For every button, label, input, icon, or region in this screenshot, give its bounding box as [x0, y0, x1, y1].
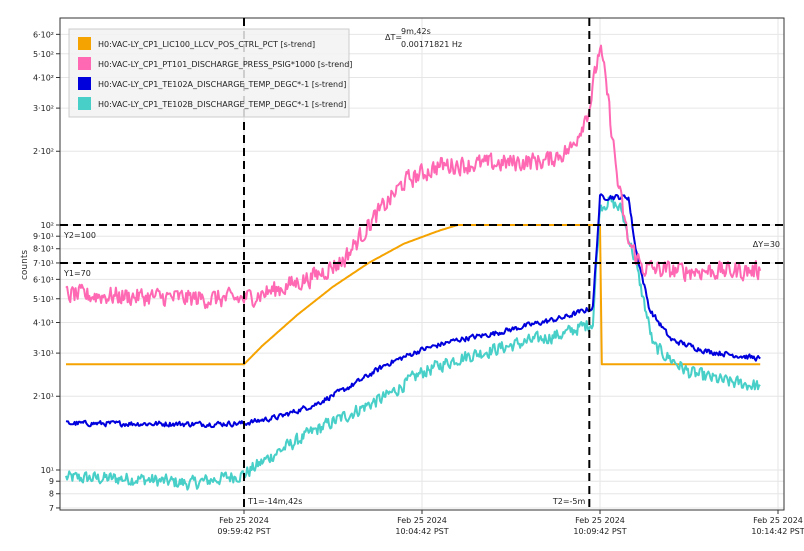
legend-swatch-2	[78, 77, 91, 90]
y-tick-label: 3·10²	[33, 104, 54, 113]
y-tick-label: 5·10¹	[33, 295, 54, 304]
legend-entry-3: H0:VAC-LY_CP1_TE102B_DISCHARGE_TEMP_DEGC…	[98, 100, 346, 109]
y-tick-label: 9·10¹	[33, 232, 54, 241]
y-tick-label: 3·10¹	[33, 349, 54, 358]
y-tick-label: 10²	[41, 221, 54, 230]
y-tick-label: 6·10¹	[33, 275, 54, 284]
y-tick-label: 9	[49, 477, 54, 486]
legend-swatch-1	[78, 57, 91, 70]
y-tick-label: 5·10²	[33, 50, 54, 59]
series-line-2	[65, 193, 761, 429]
legend-box	[68, 28, 350, 118]
delta-t-label: ΔT=	[385, 33, 402, 42]
y-tick-label: 6·10²	[33, 30, 54, 39]
y1-label: Y1=70	[63, 269, 91, 278]
legend-entry-0: H0:VAC-LY_CP1_LIC100_LLCV_POS_CTRL_PCT […	[98, 40, 315, 49]
series-line-3	[65, 194, 761, 491]
y-tick-label: 4·10²	[33, 73, 54, 82]
x-tick-time: 10:04:42 PST	[395, 527, 448, 536]
x-axis: Feb 25 2024 09:59:42 PST Feb 25 2024 10:04:…	[217, 510, 804, 536]
t1-label: T1=-14m,42s	[247, 497, 302, 506]
x-tick-date: Feb 25 2024	[219, 516, 269, 525]
x-tick-date: Feb 25 2024	[397, 516, 447, 525]
x-tick-time: 10:14:42 PST	[751, 527, 804, 536]
y-tick-label: 7·10¹	[33, 259, 54, 268]
y-tick-label: 2·10²	[33, 147, 54, 156]
series-line-0	[66, 224, 761, 366]
delta-t-frequency: 0.00171821 Hz	[401, 40, 462, 49]
y-tick-label: 8	[49, 490, 54, 499]
legend-swatch-3	[78, 97, 91, 110]
y-tick-label: 7	[49, 504, 54, 513]
x-tick-date: Feb 25 2024	[575, 516, 625, 525]
legend-swatch-0	[78, 37, 91, 50]
x-tick-time: 10:09:42 PST	[573, 527, 626, 536]
x-tick-time: 09:59:42 PST	[217, 527, 270, 536]
y-axis-label: counts	[20, 250, 30, 280]
cursor-annotations: Y2=100 Y1=70 ΔY=30 T1=-14m,42s T2=-5m ΔT=9m,4…	[63, 27, 780, 506]
legend-entry-1: H0:VAC-LY_CP1_PT101_DISCHARGE_PRESS_PSIG…	[98, 60, 352, 69]
y2-label: Y2=100	[63, 231, 96, 240]
y-tick-label: 2·10¹	[33, 392, 54, 401]
y-axis: 6·10² 5·10² 4·10² 3·10² 2·10² 10² 9·10¹ 8·10¹ 7·…	[33, 30, 60, 513]
series-lines	[65, 44, 762, 491]
delta-y-label: ΔY=30	[753, 240, 780, 249]
legend-entry-2: H0:VAC-LY_CP1_TE102A_DISCHARGE_TEMP_DEGC…	[98, 80, 346, 89]
y-tick-label: 10¹	[41, 466, 54, 475]
delta-t-value: 9m,42s	[401, 27, 431, 36]
y-tick-label: 4·10¹	[33, 318, 54, 327]
legend: H0:VAC-LY_CP1_LIC100_LLCV_POS_CTRL_PCT […	[68, 28, 352, 118]
y-tick-label: 8·10¹	[33, 245, 54, 254]
series-line-1	[65, 44, 762, 310]
x-tick-date: Feb 25 2024	[753, 516, 803, 525]
t2-label: T2=-5m	[552, 497, 586, 506]
